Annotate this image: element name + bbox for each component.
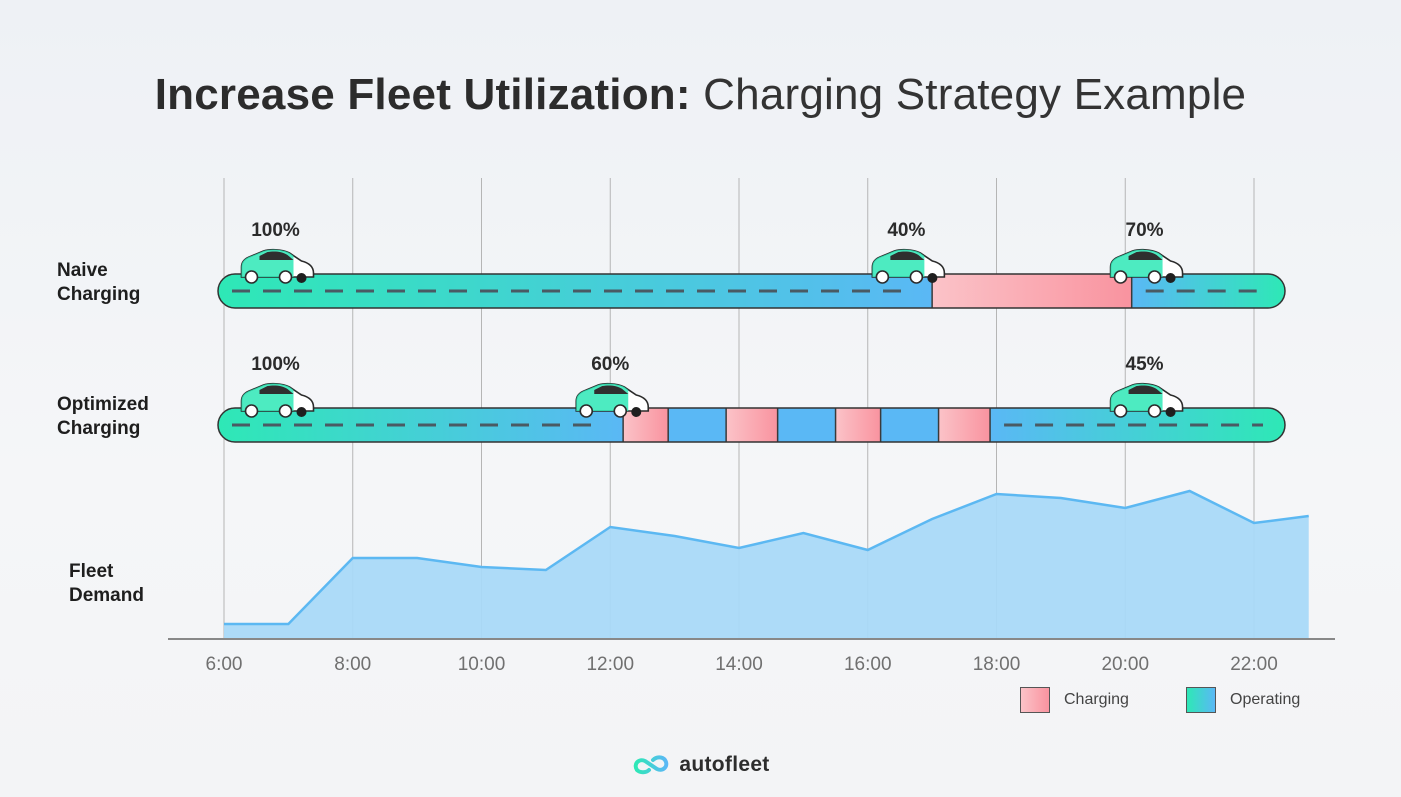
car-icon [1109,382,1184,418]
battery-label: 100% [251,220,300,241]
row-label-demand-line2: Demand [69,585,144,606]
charging-segment [835,408,881,442]
brand-name: autofleet [679,753,770,776]
car-window [1128,251,1163,260]
car-icon [575,382,650,418]
x-tick-label: 8:00 [334,654,371,675]
car-wheel [1113,270,1128,284]
battery-label: 100% [251,354,300,375]
row-label-naive-line1: Naive [57,260,108,281]
timeline-outline [217,273,1286,309]
legend-charging-label: Charging [1064,691,1129,708]
legend-operating-swatch [1186,687,1216,713]
legend-operating-label: Operating [1230,691,1301,708]
row-label-optimized-line1: Optimized [57,394,149,415]
car-icon [240,248,315,284]
x-tick-label: 12:00 [586,654,634,675]
row-label-optimized-line2: Charging [57,418,141,439]
row-label-demand: Fleet Demand [69,560,144,608]
page-title: Increase Fleet Utilization: Charging Str… [0,70,1401,120]
car-window [259,385,294,394]
row-label-naive: Naive Charging [57,259,140,307]
car-wheel [1147,404,1162,418]
charging-segment [726,408,778,442]
charging-segment [623,408,669,442]
car-wheel-rear [927,273,938,283]
car-wheel [278,270,293,284]
car-wheel-rear [296,273,307,283]
timeline-rows [217,273,1286,443]
x-tick-label: 20:00 [1101,654,1149,675]
car-wheel-rear [1165,273,1176,283]
title-bold: Increase Fleet Utilization: [154,70,691,119]
car-wheel [244,270,259,284]
x-tick-label: 6:00 [206,654,243,675]
battery-label: 40% [887,220,925,241]
car-wheel [613,404,628,418]
car-icon [1109,248,1184,284]
car-wheel [244,404,259,418]
autofleet-logo-icon [634,755,669,775]
car-wheel [278,404,293,418]
car-wheel [1113,404,1128,418]
operating-segment [880,408,939,442]
x-tick-label: 18:00 [973,654,1021,675]
car-wheel [1147,270,1162,284]
row-label-optimized: Optimized Charging [57,393,149,441]
charging-segment [938,408,991,442]
battery-label: 60% [591,354,629,375]
car-window [890,251,925,260]
car-wheel [875,270,890,284]
operating-segment [668,408,727,442]
car-window [259,251,294,260]
x-tick-label: 14:00 [715,654,763,675]
timeline-row [218,274,1285,308]
legend-charging-swatch [1020,687,1050,713]
x-tick-label: 10:00 [458,654,506,675]
demand-line [224,489,1309,626]
row-label-demand-line1: Fleet [69,561,114,582]
x-tick-label: 16:00 [844,654,892,675]
x-tick-label: 22:00 [1230,654,1278,675]
operating-segment [777,408,836,442]
battery-markers: 100% 40% 70% 100% 60% 45% [240,220,1184,418]
row-label-naive-line2: Charging [57,284,141,305]
charging-segment [932,274,1132,308]
timeline-outline [217,407,1286,443]
car-wheel [909,270,924,284]
car-wheel-rear [296,407,307,417]
brand-footer: autofleet [0,750,1401,780]
car-wheel-rear [1165,407,1176,417]
legend-charging: Charging [1020,686,1129,714]
demand-area-fill [224,491,1309,639]
car-window [594,385,629,394]
legend-operating: Operating [1186,686,1300,714]
car-window [1128,385,1163,394]
car-wheel-rear [631,407,642,417]
battery-label: 45% [1126,354,1164,375]
car-icon [240,382,315,418]
x-axis: 6:00 8:00 10:00 12:00 14:00 16:00 18:00 20:00 22… [168,638,1335,675]
battery-label: 70% [1126,220,1164,241]
title-regular: Charging Strategy Example [703,70,1247,119]
demand-area [223,489,1309,639]
car-icon [871,248,946,284]
car-wheel [579,404,594,418]
